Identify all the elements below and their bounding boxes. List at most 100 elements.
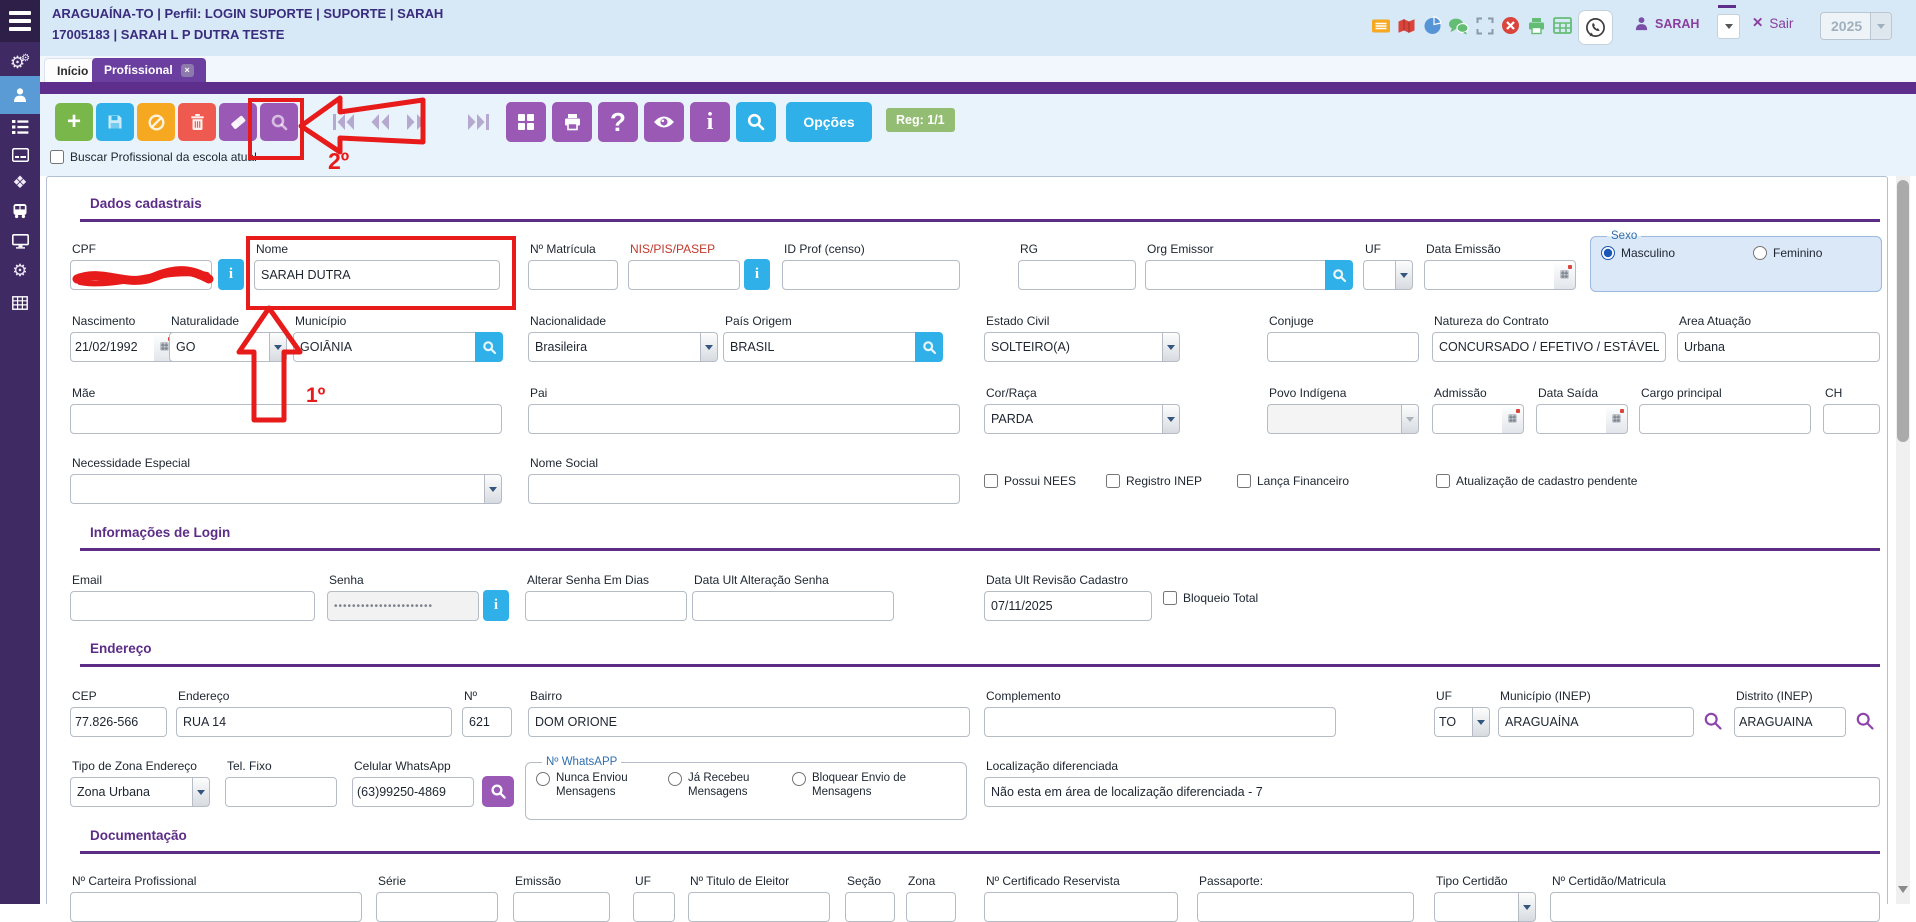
admissao-input[interactable] <box>1432 404 1502 434</box>
serie-input[interactable] <box>376 892 498 922</box>
whatsapp-bloquear-option[interactable]: Bloquear Envio de Mensagens <box>792 772 916 800</box>
naturalidade-input[interactable] <box>169 332 269 362</box>
whatsapp-icon[interactable] <box>1578 10 1613 45</box>
conjuge-input[interactable] <box>1267 332 1419 362</box>
celular-whatsapp-search-button[interactable] <box>482 776 514 807</box>
org-emissor-input[interactable] <box>1145 260 1325 290</box>
nome-social-input[interactable] <box>528 474 960 504</box>
ch-input[interactable] <box>1823 404 1880 434</box>
uf-endereco-caret-icon[interactable] <box>1472 707 1490 737</box>
fullscreen-icon[interactable] <box>1474 15 1495 36</box>
estado-civil-input[interactable] <box>984 332 1162 362</box>
nav-last-button[interactable] <box>464 110 492 134</box>
registro-inep-checkbox-input[interactable] <box>1106 474 1120 488</box>
tab-profissional[interactable]: Profissional × <box>92 58 206 82</box>
nis-info-button[interactable]: i <box>744 259 770 290</box>
pie-chart-icon[interactable] <box>1422 15 1443 36</box>
buscar-profissional-checkbox[interactable]: Buscar Profissional da escola atual <box>50 150 257 164</box>
zona-input[interactable] <box>906 892 956 922</box>
monitor-icon[interactable] <box>0 226 40 256</box>
distrito-inep-input[interactable] <box>1734 707 1846 737</box>
senha-input[interactable] <box>327 591 479 621</box>
scrollbar-down-arrow-icon[interactable] <box>1898 886 1908 898</box>
admissao-calendar-icon[interactable]: ▦ <box>1502 404 1524 434</box>
estado-civil-caret-icon[interactable] <box>1162 332 1180 362</box>
id-prof-input[interactable] <box>782 260 960 290</box>
municipio-inep-search-icon[interactable] <box>1700 706 1726 736</box>
pais-origem-search-icon[interactable] <box>915 332 943 362</box>
logout-button[interactable]: ✕ Sair <box>1752 15 1793 31</box>
certificado-reservista-input[interactable] <box>984 892 1178 922</box>
map-icon[interactable] <box>1396 15 1417 36</box>
uf-rg-input[interactable] <box>1363 260 1395 290</box>
bairro-input[interactable] <box>528 707 970 737</box>
nis-input[interactable] <box>628 260 740 290</box>
sexo-masculino-option[interactable]: Masculino <box>1601 246 1675 261</box>
bloqueio-total-checkbox-input[interactable] <box>1163 591 1177 605</box>
distrito-inep-search-icon[interactable] <box>1852 706 1878 736</box>
pai-input[interactable] <box>528 404 960 434</box>
help-button[interactable]: ? <box>598 102 638 142</box>
tipo-certidao-caret-icon[interactable] <box>1518 892 1536 922</box>
nascimento-input[interactable] <box>70 332 154 362</box>
hamburger-menu-icon[interactable] <box>0 0 40 42</box>
carteira-profissional-input[interactable] <box>70 892 362 922</box>
mae-input[interactable] <box>70 404 502 434</box>
rg-input[interactable] <box>1018 260 1136 290</box>
possui-nees-checkbox[interactable]: Possui NEES <box>984 474 1076 488</box>
nome-input[interactable] <box>254 260 500 290</box>
data-ult-alteracao-input[interactable] <box>692 591 894 621</box>
bloqueio-total-checkbox[interactable]: Bloqueio Total <box>1163 591 1258 605</box>
uf-doc-input[interactable] <box>633 892 675 922</box>
atualizacao-pendente-checkbox-input[interactable] <box>1436 474 1450 488</box>
whatsapp-nunca-enviou-option[interactable]: Nunca Enviou Mensagens <box>536 772 642 800</box>
nav-next-button[interactable] <box>402 110 430 134</box>
nav-first-button[interactable] <box>330 110 358 134</box>
endereco-input[interactable] <box>176 707 452 737</box>
municipio-input[interactable] <box>293 332 475 362</box>
whatsapp-bloquear-radio[interactable] <box>792 772 806 786</box>
alterar-senha-input[interactable] <box>525 591 687 621</box>
search-button[interactable] <box>260 103 298 141</box>
cpf-info-button[interactable]: i <box>218 259 244 290</box>
tipo-zona-input[interactable] <box>70 777 192 807</box>
printer-icon[interactable] <box>1526 15 1547 36</box>
list-icon[interactable] <box>1370 15 1391 36</box>
cancel-button[interactable] <box>137 103 175 141</box>
numero-input[interactable] <box>462 707 512 737</box>
certidao-matricula-input[interactable] <box>1550 892 1880 922</box>
senha-info-button[interactable]: i <box>483 590 509 621</box>
modules-cogs-icon[interactable]: ⚙ ⚙ <box>9 52 31 73</box>
sexo-feminino-radio[interactable] <box>1753 246 1768 261</box>
municipio-search-icon[interactable] <box>475 332 503 362</box>
whatsapp-nunca-enviou-radio[interactable] <box>536 772 550 786</box>
naturalidade-caret-icon[interactable] <box>269 332 287 362</box>
natureza-contrato-input[interactable] <box>1432 332 1666 362</box>
professional-person-icon[interactable] <box>0 80 40 110</box>
nacionalidade-caret-icon[interactable] <box>700 332 718 362</box>
area-atuacao-input[interactable] <box>1677 332 1880 362</box>
complemento-input[interactable] <box>984 707 1336 737</box>
search-secondary-button[interactable] <box>736 102 776 142</box>
sexo-masculino-radio[interactable] <box>1601 246 1615 261</box>
enrollment-list-icon[interactable] <box>0 112 40 142</box>
print-button[interactable] <box>552 102 592 142</box>
tipo-zona-caret-icon[interactable] <box>192 777 210 807</box>
email-input[interactable] <box>70 591 315 621</box>
buscar-profissional-checkbox-input[interactable] <box>50 150 64 164</box>
messages-icon[interactable] <box>1448 15 1469 36</box>
tables-grid-icon[interactable] <box>0 288 40 318</box>
localizacao-diferenciada-input[interactable] <box>984 777 1880 807</box>
dropbox-icon[interactable]: ❖ <box>12 173 28 192</box>
save-button[interactable] <box>96 103 134 141</box>
possui-nees-checkbox-input[interactable] <box>984 474 998 488</box>
data-ult-revisao-input[interactable] <box>984 591 1152 621</box>
tel-fixo-input[interactable] <box>225 777 337 807</box>
settings-gear-icon[interactable]: ⚙ <box>12 261 28 280</box>
data-saida-input[interactable] <box>1536 404 1606 434</box>
options-button[interactable]: Opções <box>786 102 872 142</box>
sexo-feminino-option[interactable]: Feminino <box>1753 246 1822 261</box>
grid-view-button[interactable] <box>506 102 546 142</box>
tab-inicio[interactable]: Início <box>44 58 102 83</box>
necessidade-especial-caret-icon[interactable] <box>484 474 502 504</box>
